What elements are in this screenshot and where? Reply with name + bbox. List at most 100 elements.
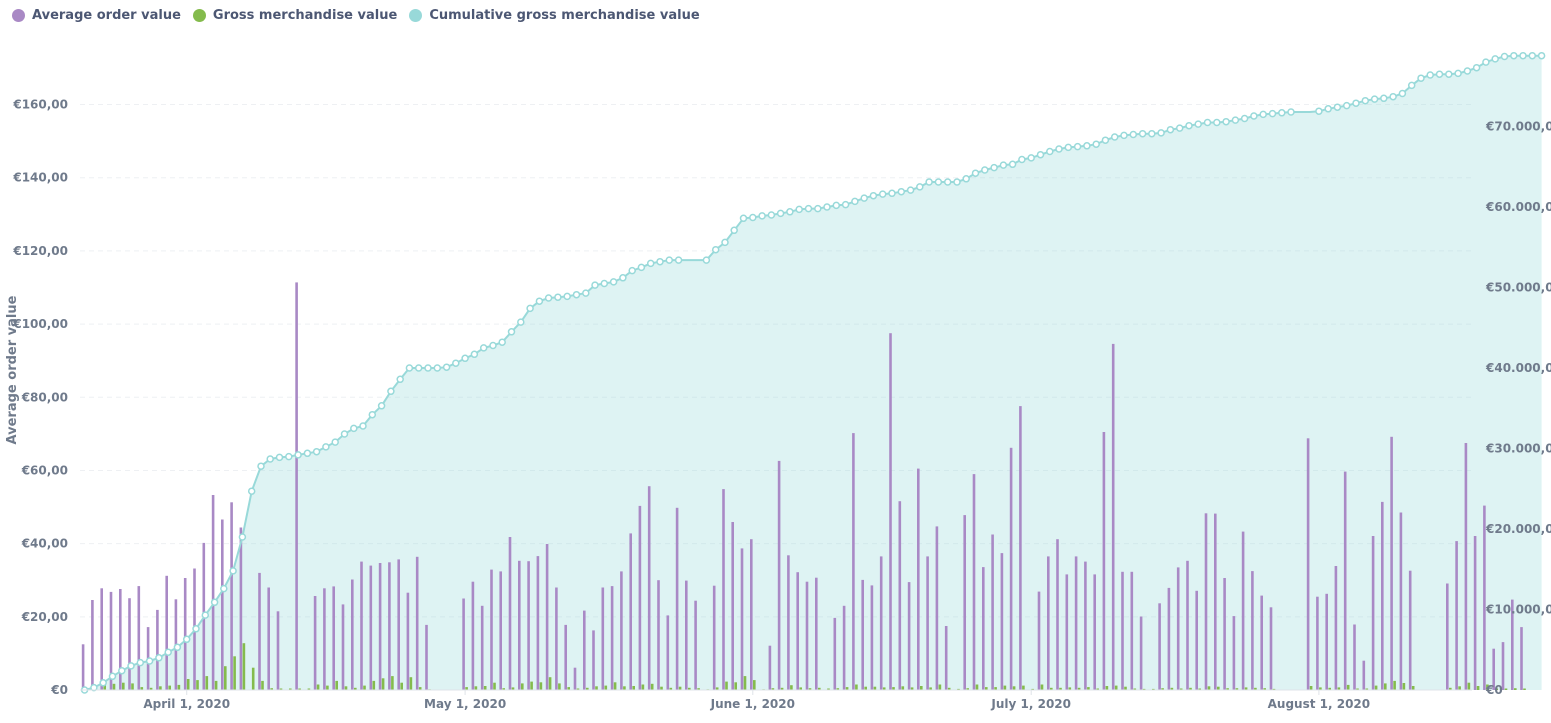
- cumulative-point: [1073, 142, 1082, 151]
- cumulative-point: [1537, 51, 1546, 60]
- gmv-bar: [1179, 688, 1183, 690]
- cumulative-point: [368, 410, 377, 419]
- aov-bar: [165, 575, 168, 690]
- cumulative-point: [1055, 145, 1063, 153]
- gmv-bar: [1393, 680, 1396, 690]
- gmv-bar: [1356, 688, 1359, 690]
- gmv-bar: [818, 687, 821, 690]
- cumulative-area: [84, 55, 1542, 690]
- y-left-tick-label: €20,00: [21, 610, 68, 624]
- cumulative-point: [1315, 107, 1323, 115]
- cumulative-point: [535, 297, 544, 305]
- aov-bar: [518, 560, 521, 690]
- cumulative-point: [776, 209, 785, 218]
- gmv-bar: [1467, 682, 1471, 690]
- cumulative-point: [786, 208, 794, 216]
- cumulative-point: [257, 462, 265, 470]
- aov-bar: [360, 561, 363, 690]
- gmv-bar: [1263, 688, 1266, 690]
- y-axis-title: Average order value: [5, 295, 20, 444]
- aov-bar: [647, 486, 651, 690]
- aov-bar: [211, 495, 215, 690]
- cumulative-point: [1138, 129, 1147, 138]
- aov-bar: [1047, 556, 1050, 690]
- cumulative-point: [730, 226, 738, 235]
- aov-bar: [1204, 513, 1208, 690]
- gmv-bar: [1059, 687, 1062, 690]
- aov-bar: [1167, 587, 1171, 690]
- cumulative-point: [229, 567, 237, 575]
- gmv-bar: [688, 687, 691, 690]
- gmv-bar: [1068, 687, 1072, 690]
- gmv-bar: [539, 682, 543, 690]
- y-right-tick-label: €30.000,00: [1485, 442, 1551, 456]
- cumulative-point: [396, 375, 404, 384]
- cumulative-point: [628, 266, 636, 275]
- aov-bar: [796, 572, 799, 690]
- gmv-bar: [734, 682, 737, 690]
- cumulative-point: [1036, 150, 1045, 159]
- gmv-bar: [530, 681, 533, 690]
- cumulative-point: [554, 293, 562, 301]
- gmv-bar: [205, 676, 209, 690]
- gmv-bar: [159, 686, 162, 690]
- cumulative-point: [1268, 109, 1277, 118]
- cumulative-point: [1370, 95, 1379, 103]
- aov-bar: [991, 534, 994, 690]
- aov-bar: [1464, 443, 1468, 690]
- gmv-bar: [882, 687, 886, 690]
- cumulative-point: [860, 194, 868, 202]
- gmv-bar: [1050, 687, 1053, 690]
- cumulative-point: [164, 648, 172, 656]
- cumulative-point: [563, 292, 571, 301]
- aov-bar: [341, 604, 345, 690]
- cumulative-point: [1148, 129, 1156, 138]
- gmv-bar: [1337, 687, 1341, 690]
- cumulative-point: [127, 662, 135, 670]
- cumulative-point: [878, 190, 887, 198]
- gmv-bar: [938, 684, 942, 690]
- cumulative-point: [1259, 110, 1267, 119]
- aov-bar: [1334, 566, 1338, 690]
- cumulative-point: [1213, 118, 1221, 127]
- cumulative-point: [832, 201, 841, 210]
- gmv-bar: [1003, 685, 1007, 690]
- legend-item-cumulative-gross-merchandise-value[interactable]: Cumulative gross merchandise value: [409, 8, 700, 23]
- gmv-bar: [131, 683, 134, 690]
- cumulative-point: [1352, 99, 1360, 107]
- aov-bar: [471, 581, 475, 690]
- gmv-bar: [613, 682, 617, 690]
- aov-bar: [1139, 616, 1143, 690]
- gmv-bar: [502, 688, 505, 690]
- cumulative-point: [1250, 112, 1258, 120]
- gmv-bar: [363, 685, 366, 690]
- aov-bar: [1473, 536, 1477, 690]
- gmv-bar: [1133, 688, 1137, 690]
- cumulative-point: [1287, 108, 1295, 116]
- cumulative-point: [1417, 74, 1425, 82]
- aov-bar: [592, 630, 595, 690]
- aov-bar: [119, 589, 122, 690]
- gmv-bar: [1189, 687, 1192, 690]
- y-left-tick-label: €160,00: [12, 98, 68, 112]
- gmv-bar: [1449, 687, 1452, 690]
- aov-bar: [1158, 603, 1161, 690]
- aov-bar: [685, 580, 688, 690]
- cumulative-point: [897, 187, 906, 196]
- gmv-bar: [1087, 687, 1090, 690]
- cumulative-point: [498, 338, 506, 346]
- x-tick-label: June 1, 2020: [710, 697, 795, 711]
- aov-bar: [629, 533, 632, 690]
- legend-item-average-order-value[interactable]: Average order value: [12, 8, 181, 23]
- gmv-bar: [1458, 686, 1461, 690]
- gmv-bar: [1114, 685, 1118, 690]
- cumulative-point: [1129, 130, 1138, 139]
- legend-item-gross-merchandise-value[interactable]: Gross merchandise value: [192, 8, 397, 23]
- y-right-tick-label: €50.000,00: [1485, 281, 1551, 295]
- cumulative-point: [145, 657, 154, 665]
- gmv-bar: [586, 687, 589, 690]
- aov-bar: [267, 587, 270, 690]
- gmv-bar: [326, 685, 329, 690]
- gmv-bar: [1217, 686, 1220, 690]
- cumulative-point: [238, 533, 247, 541]
